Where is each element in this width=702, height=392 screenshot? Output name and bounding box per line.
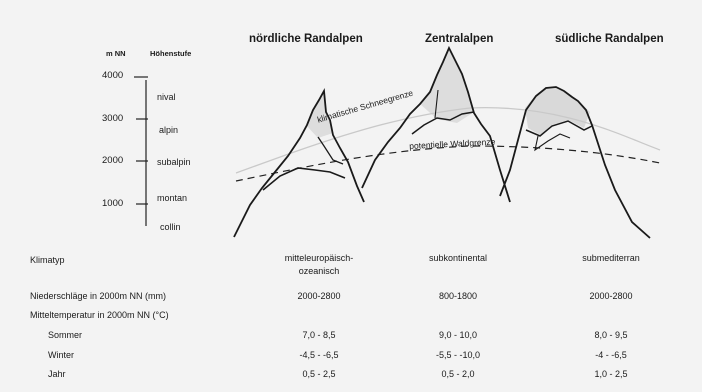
row-label-jahr: Jahr [48,369,66,379]
inner-central [411,111,475,135]
region-title-south: südliche Randalpen [555,33,664,45]
zone-montan: montan [157,193,188,203]
zone-nival: nival [157,92,176,102]
inner-south [525,120,593,137]
inner-central-2 [434,89,439,119]
axis-unit-label: m NN [106,49,126,58]
inner-south-2 [534,133,571,152]
winter-central: -5,5 - -10,0 [435,350,481,360]
massif-north [233,88,365,238]
snow-cap-central [420,48,474,123]
row-label-klimatyp: Klimatyp [30,255,65,265]
row-label-winter: Winter [48,350,75,360]
klimatyp-central: subkontinental [428,253,488,263]
massif-central [361,45,511,203]
tick-label-3000: 3000 [102,113,124,124]
jahr-central: 0,5 - 2,0 [441,369,475,379]
jahr-north: 0,5 - 2,5 [302,369,336,379]
klimatyp-north: mitteleuropäisch- ozeanisch [284,253,354,276]
tick-label-1000: 1000 [102,198,124,209]
zone-subalpin: subalpin [157,157,191,167]
region-title-central: Zentralalpen [425,33,494,45]
row-label-mitteltemp: Mitteltemperatur in 2000m NN (°C) [30,310,169,320]
niederschlag-south: 2000-2800 [589,291,633,301]
forest-line-curve [235,145,661,182]
snow-cap-north [306,92,333,138]
tick-label-2000: 2000 [102,155,124,166]
sommer-central: 9,0 - 10,0 [438,330,478,340]
winter-south: -4 - -6,5 [595,350,627,360]
jahr-south: 1,0 - 2,5 [594,369,628,379]
row-label-sommer: Sommer [48,330,83,340]
zone-collin: collin [160,222,181,232]
inner-north [317,136,344,165]
zone-alpin: alpin [159,125,179,135]
tick-label-4000: 4000 [102,70,124,81]
winter-north: -4,5 - -6,5 [299,350,339,360]
ridge-north [262,167,346,191]
axis-zone-label: Höhenstufe [150,49,192,58]
klimatyp-south: submediterran [582,253,640,263]
sommer-south: 8,0 - 9,5 [594,330,628,340]
row-label-niederschlag: Niederschläge in 2000m NN (mm) [30,291,167,301]
sommer-north: 7,0 - 8,5 [302,330,336,340]
niederschlag-central: 800-1800 [438,291,478,301]
niederschlag-north: 2000-2800 [297,291,341,301]
snow-line-curve [235,107,661,174]
region-title-north: nördliche Randalpen [249,33,363,45]
massif-south [499,86,651,239]
